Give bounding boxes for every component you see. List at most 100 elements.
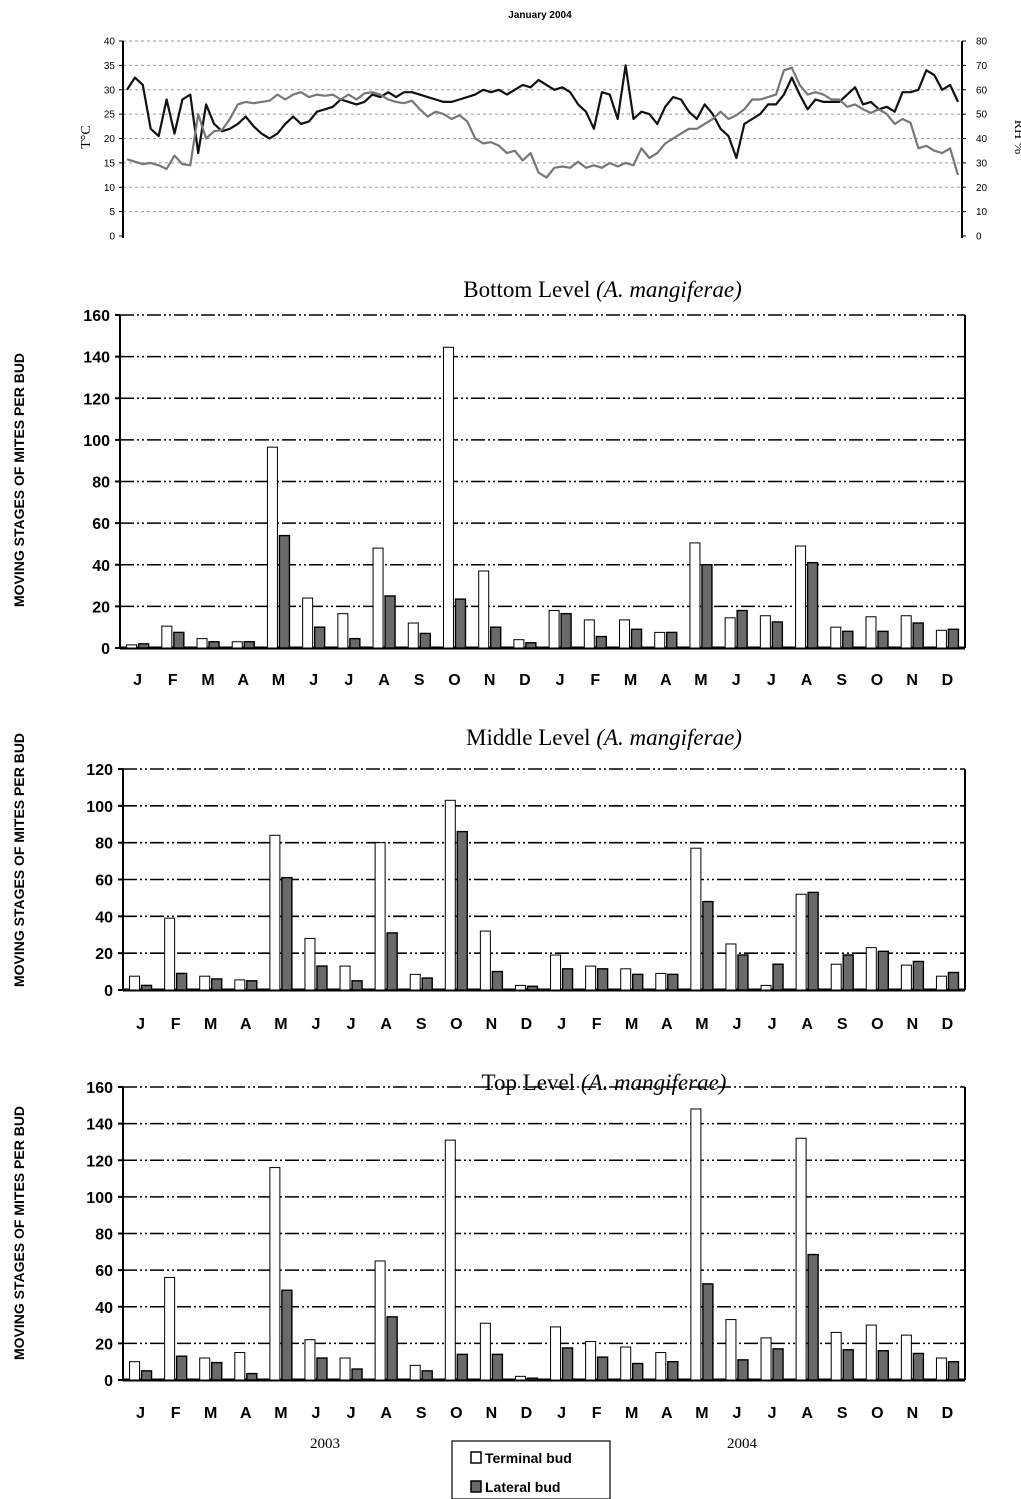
terminal-bud-bar <box>231 641 243 649</box>
x-tick-label: A <box>661 1016 673 1033</box>
x-tick-label: A <box>240 1405 252 1422</box>
x-tick-label: M <box>274 1016 287 1033</box>
terminal-bud-bar <box>620 1346 632 1381</box>
lateral-bud-bar <box>140 1370 153 1381</box>
terminal-bud-bar <box>513 639 525 649</box>
terminal-bud-bar <box>620 968 632 991</box>
x-tick-label: O <box>871 1405 883 1422</box>
lateral-bud-bar <box>175 972 188 991</box>
y-tick-label: 20 <box>95 946 113 963</box>
x-tick-label: N <box>906 672 918 689</box>
terminal-bud-bar <box>164 1276 176 1381</box>
x-tick-label: J <box>312 1016 321 1033</box>
bottom-level-chart: Bottom Level (A. mangiferae) MOVING STAGE… <box>11 277 966 689</box>
terminal-bud-bar <box>759 615 771 649</box>
terminal-bud-bar <box>409 1364 421 1381</box>
terminal-bud-bar <box>935 629 947 649</box>
legend: Terminal bud Lateral bud <box>451 1440 611 1499</box>
lateral-bud-bar <box>384 595 396 649</box>
y-tick-label: 80 <box>92 475 110 492</box>
terminal-bud-bar <box>478 570 490 649</box>
lateral-bud-bar <box>632 973 644 991</box>
terminal-bud-bar <box>550 954 562 991</box>
climate-right-tick-label: 50 <box>976 110 988 121</box>
climate-left-tick-label: 15 <box>104 158 116 169</box>
y-tick-label: 100 <box>86 1190 113 1207</box>
x-tick-label: O <box>871 672 883 689</box>
legend-terminal-swatch <box>470 1451 482 1464</box>
terminal-bud-bar <box>654 631 666 649</box>
x-tick-label: F <box>171 1016 181 1033</box>
y-tick-label: 80 <box>95 1227 113 1244</box>
lateral-bud-bar <box>807 1253 819 1381</box>
terminal-bud-bar <box>374 842 386 991</box>
lateral-bud-bar <box>316 965 328 991</box>
terminal-bud-bar <box>830 963 842 991</box>
lateral-bud-bar <box>842 1349 854 1381</box>
x-tick-label: M <box>272 672 285 689</box>
lateral-bud-bar <box>278 534 291 649</box>
x-tick-label: S <box>836 672 847 689</box>
lateral-bud-bar <box>701 564 713 649</box>
lateral-bud-bar <box>313 626 326 649</box>
climate-right-axis-label: RH % <box>1011 120 1021 155</box>
y-tick-label: 0 <box>104 983 113 1000</box>
y-axis-label: MOVING STAGES OF MITES PER BUD <box>11 1106 27 1360</box>
climate-right-tick-label: 10 <box>976 207 988 218</box>
lateral-bud-bar <box>211 1361 223 1381</box>
lateral-bud-bar <box>349 637 361 649</box>
y-tick-label: 80 <box>95 836 113 853</box>
terminal-bud-bar <box>164 917 176 991</box>
y-tick-label: 40 <box>95 1300 113 1317</box>
y-tick-label: 120 <box>86 1153 113 1170</box>
lateral-bud-bar <box>877 1349 889 1381</box>
y-tick-label: 100 <box>86 799 113 816</box>
year-label-2003: 2003 <box>310 1436 340 1452</box>
lateral-bud-bar <box>737 1359 749 1381</box>
x-tick-label: A <box>380 1405 392 1422</box>
x-tick-label: J <box>733 1405 742 1422</box>
lateral-bud-bar <box>525 642 537 649</box>
x-tick-label: N <box>486 1016 498 1033</box>
x-tick-label: M <box>625 1405 638 1422</box>
x-tick-label: J <box>309 672 318 689</box>
x-tick-label: S <box>414 672 425 689</box>
x-tick-label: J <box>133 672 142 689</box>
y-tick-label: 60 <box>95 873 113 890</box>
terminal-bud-bar <box>234 979 246 991</box>
x-tick-label: D <box>942 672 954 689</box>
lateral-bud-bar <box>351 980 363 991</box>
x-tick-label: O <box>448 672 460 689</box>
y-tick-label: 160 <box>86 1080 113 1097</box>
lateral-bud-bar <box>526 985 539 991</box>
x-tick-label: J <box>312 1405 321 1422</box>
terminal-bud-bar <box>865 616 877 649</box>
lateral-bud-bar <box>421 1370 433 1381</box>
terminal-bud-bar <box>689 542 701 649</box>
terminal-bud-bar <box>655 972 667 991</box>
x-tick-label: A <box>240 1016 252 1033</box>
x-tick-label: J <box>347 1016 356 1033</box>
lateral-bud-bar <box>877 950 889 991</box>
lateral-bud-bar <box>419 632 431 649</box>
terminal-bud-bar <box>935 975 947 991</box>
lateral-bud-bar <box>807 891 819 991</box>
terminal-bud-bar <box>266 446 278 649</box>
y-tick-label: 160 <box>83 308 110 325</box>
terminal-bud-bar <box>550 1326 562 1381</box>
terminal-bud-bar <box>619 619 631 649</box>
lateral-bud-bar <box>351 1368 363 1381</box>
terminal-bud-bar <box>269 834 281 991</box>
lateral-bud-bar <box>208 641 220 649</box>
terminal-bud-bar <box>339 1357 351 1381</box>
terminal-bud-bar <box>830 626 842 649</box>
x-tick-label: F <box>592 1016 602 1033</box>
panel-title-level: Bottom Level <box>463 277 596 302</box>
x-tick-label: J <box>768 1405 777 1422</box>
x-tick-label: F <box>168 672 178 689</box>
y-axis-label: MOVING STAGES OF MITES PER BUD <box>11 353 27 607</box>
terminal-bud-bar <box>900 1334 912 1381</box>
lateral-bud-bar <box>912 1352 925 1381</box>
x-tick-label: F <box>171 1405 181 1422</box>
climate-right-tick-label: 60 <box>976 85 988 96</box>
